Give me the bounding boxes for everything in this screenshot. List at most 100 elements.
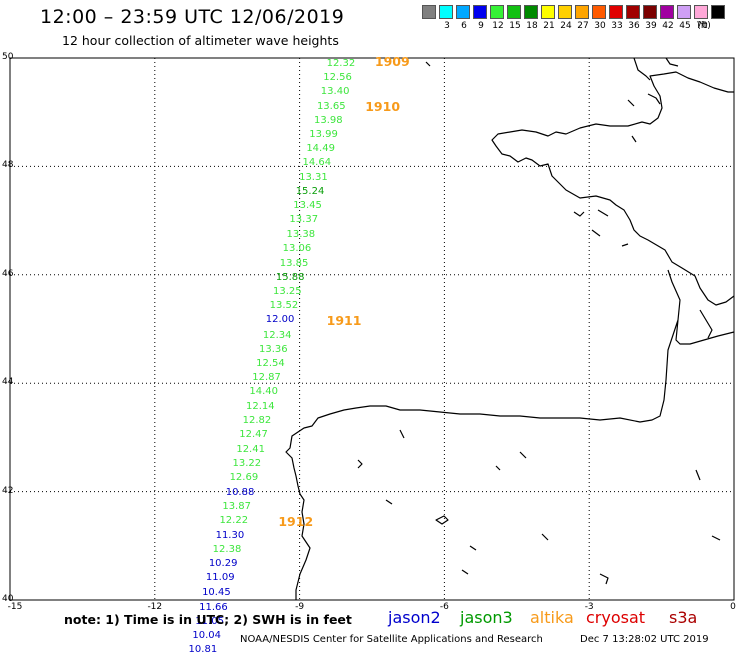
island xyxy=(357,459,363,469)
chart-title: 12:00 – 23:59 UTC 12/06/2019 xyxy=(40,6,345,28)
wave-height-value: 12.14 xyxy=(245,401,275,413)
coastline-bay-inlet xyxy=(699,309,713,339)
color-scale-label: 70 xyxy=(696,21,708,31)
color-scale-label: 45 xyxy=(679,21,691,31)
wave-height-value: 14.49 xyxy=(306,143,335,155)
wave-height-value: 15.24 xyxy=(295,185,325,197)
color-swatch xyxy=(490,5,504,19)
wave-height-value: 12.22 xyxy=(219,514,249,526)
island xyxy=(627,99,635,107)
island xyxy=(599,573,609,585)
wave-height-value: 11.30 xyxy=(215,529,245,541)
wave-height-value: 13.25 xyxy=(273,285,302,297)
latitude-tick-label: 42 xyxy=(2,485,14,496)
island xyxy=(469,545,477,551)
latitude-tick-label: 40 xyxy=(2,594,14,604)
color-swatch xyxy=(558,5,572,19)
latitude-tick-label: 50 xyxy=(2,52,14,62)
wave-height-value: 12.54 xyxy=(256,358,285,370)
color-scale-label: 12 xyxy=(492,21,504,31)
island xyxy=(399,429,405,439)
color-swatch xyxy=(524,5,538,19)
generated-timestamp: Dec 7 13:28:02 UTC 2019 xyxy=(580,634,709,645)
wave-height-value: 11.09 xyxy=(205,572,235,584)
color-swatch xyxy=(626,5,640,19)
island xyxy=(425,61,431,67)
island xyxy=(591,229,601,237)
color-swatch xyxy=(711,5,725,19)
color-scale-label: 9 xyxy=(478,21,484,31)
pass-time-label: 1912 xyxy=(278,513,314,529)
color-scale-label: 27 xyxy=(577,21,589,31)
color-swatch xyxy=(473,5,487,19)
wave-height-value: 13.31 xyxy=(299,171,328,183)
longitude-tick-label: -15 xyxy=(7,602,23,612)
satellite-legend-item: s3a xyxy=(669,608,698,627)
wave-height-value: 10.29 xyxy=(208,558,238,570)
island xyxy=(495,465,501,471)
wave-height-value: 13.36 xyxy=(259,343,288,355)
island xyxy=(621,243,629,247)
wave-height-value: 13.52 xyxy=(269,299,299,311)
footnote: note: 1) Time is in UTC; 2) SWH is in fe… xyxy=(64,612,352,627)
island xyxy=(541,533,549,541)
color-swatch xyxy=(643,5,657,19)
wave-height-value: 13.38 xyxy=(286,228,316,240)
latitude-tick-label: 48 xyxy=(2,160,14,171)
color-swatch xyxy=(507,5,521,19)
island xyxy=(631,135,637,143)
wave-height-value: 12.41 xyxy=(236,443,265,455)
coastline-england xyxy=(633,57,679,105)
satellite-legend-item: altika xyxy=(530,608,574,627)
wave-height-value: 10.88 xyxy=(225,486,255,498)
pass-time-label: 1910 xyxy=(365,99,401,115)
color-scale-unit: (ft) xyxy=(697,21,711,31)
coastline xyxy=(285,57,735,600)
wave-height-value: 13.06 xyxy=(282,242,312,254)
wave-height-value: 13.87 xyxy=(222,500,251,512)
color-swatch xyxy=(592,5,606,19)
color-scale-label: 21 xyxy=(543,21,555,31)
wave-height-value: 12.87 xyxy=(252,372,281,384)
wave-height-value: 13.37 xyxy=(289,214,319,226)
wave-height-value: 12.47 xyxy=(239,429,268,441)
color-scale-label: 42 xyxy=(662,21,674,31)
color-swatch xyxy=(439,5,453,19)
pass-time-label: 1911 xyxy=(326,313,362,329)
chart-subtitle: 12 hour collection of altimeter wave hei… xyxy=(62,33,339,48)
wave-height-value: 12.34 xyxy=(262,329,292,341)
longitude-tick-label: -12 xyxy=(147,602,163,612)
wave-height-value: 13.65 xyxy=(316,100,346,112)
color-scale-label: 33 xyxy=(611,21,623,31)
color-swatch xyxy=(609,5,623,19)
island xyxy=(385,499,393,505)
wave-height-value: 14.40 xyxy=(249,386,278,398)
color-swatch xyxy=(694,5,708,19)
wave-height-value: 12.56 xyxy=(323,71,352,83)
wave-height-value: 13.40 xyxy=(320,86,350,98)
satellite-legend-item: jason3 xyxy=(460,608,513,627)
map-frame xyxy=(9,57,735,601)
island xyxy=(461,569,469,575)
island xyxy=(695,469,701,481)
island xyxy=(435,515,449,525)
longitude-tick-label: -9 xyxy=(295,602,305,612)
longitude-tick-label: 0 xyxy=(730,602,736,612)
color-scale-label: 3 xyxy=(444,21,450,31)
credit-text: NOAA/NESDIS Center for Satellite Applica… xyxy=(240,634,543,645)
wave-height-value: 13.22 xyxy=(232,458,262,470)
wave-height-value: 12.69 xyxy=(229,472,259,484)
wave-height-value: 15.88 xyxy=(275,271,305,283)
island xyxy=(573,211,585,217)
satellite-legend-item: cryosat xyxy=(586,608,646,627)
coastline-biscay xyxy=(285,71,735,600)
wave-height-value: 14.64 xyxy=(302,157,332,169)
color-scale-label: 24 xyxy=(560,21,572,31)
latitude-tick-label: 46 xyxy=(2,268,14,279)
color-scale-label: 39 xyxy=(645,21,657,31)
color-scale-label: 18 xyxy=(526,21,538,31)
wave-height-value: 13.45 xyxy=(293,200,322,212)
pass-time-label: 1909 xyxy=(374,54,410,70)
wave-height-value: 11.05 xyxy=(195,615,224,627)
